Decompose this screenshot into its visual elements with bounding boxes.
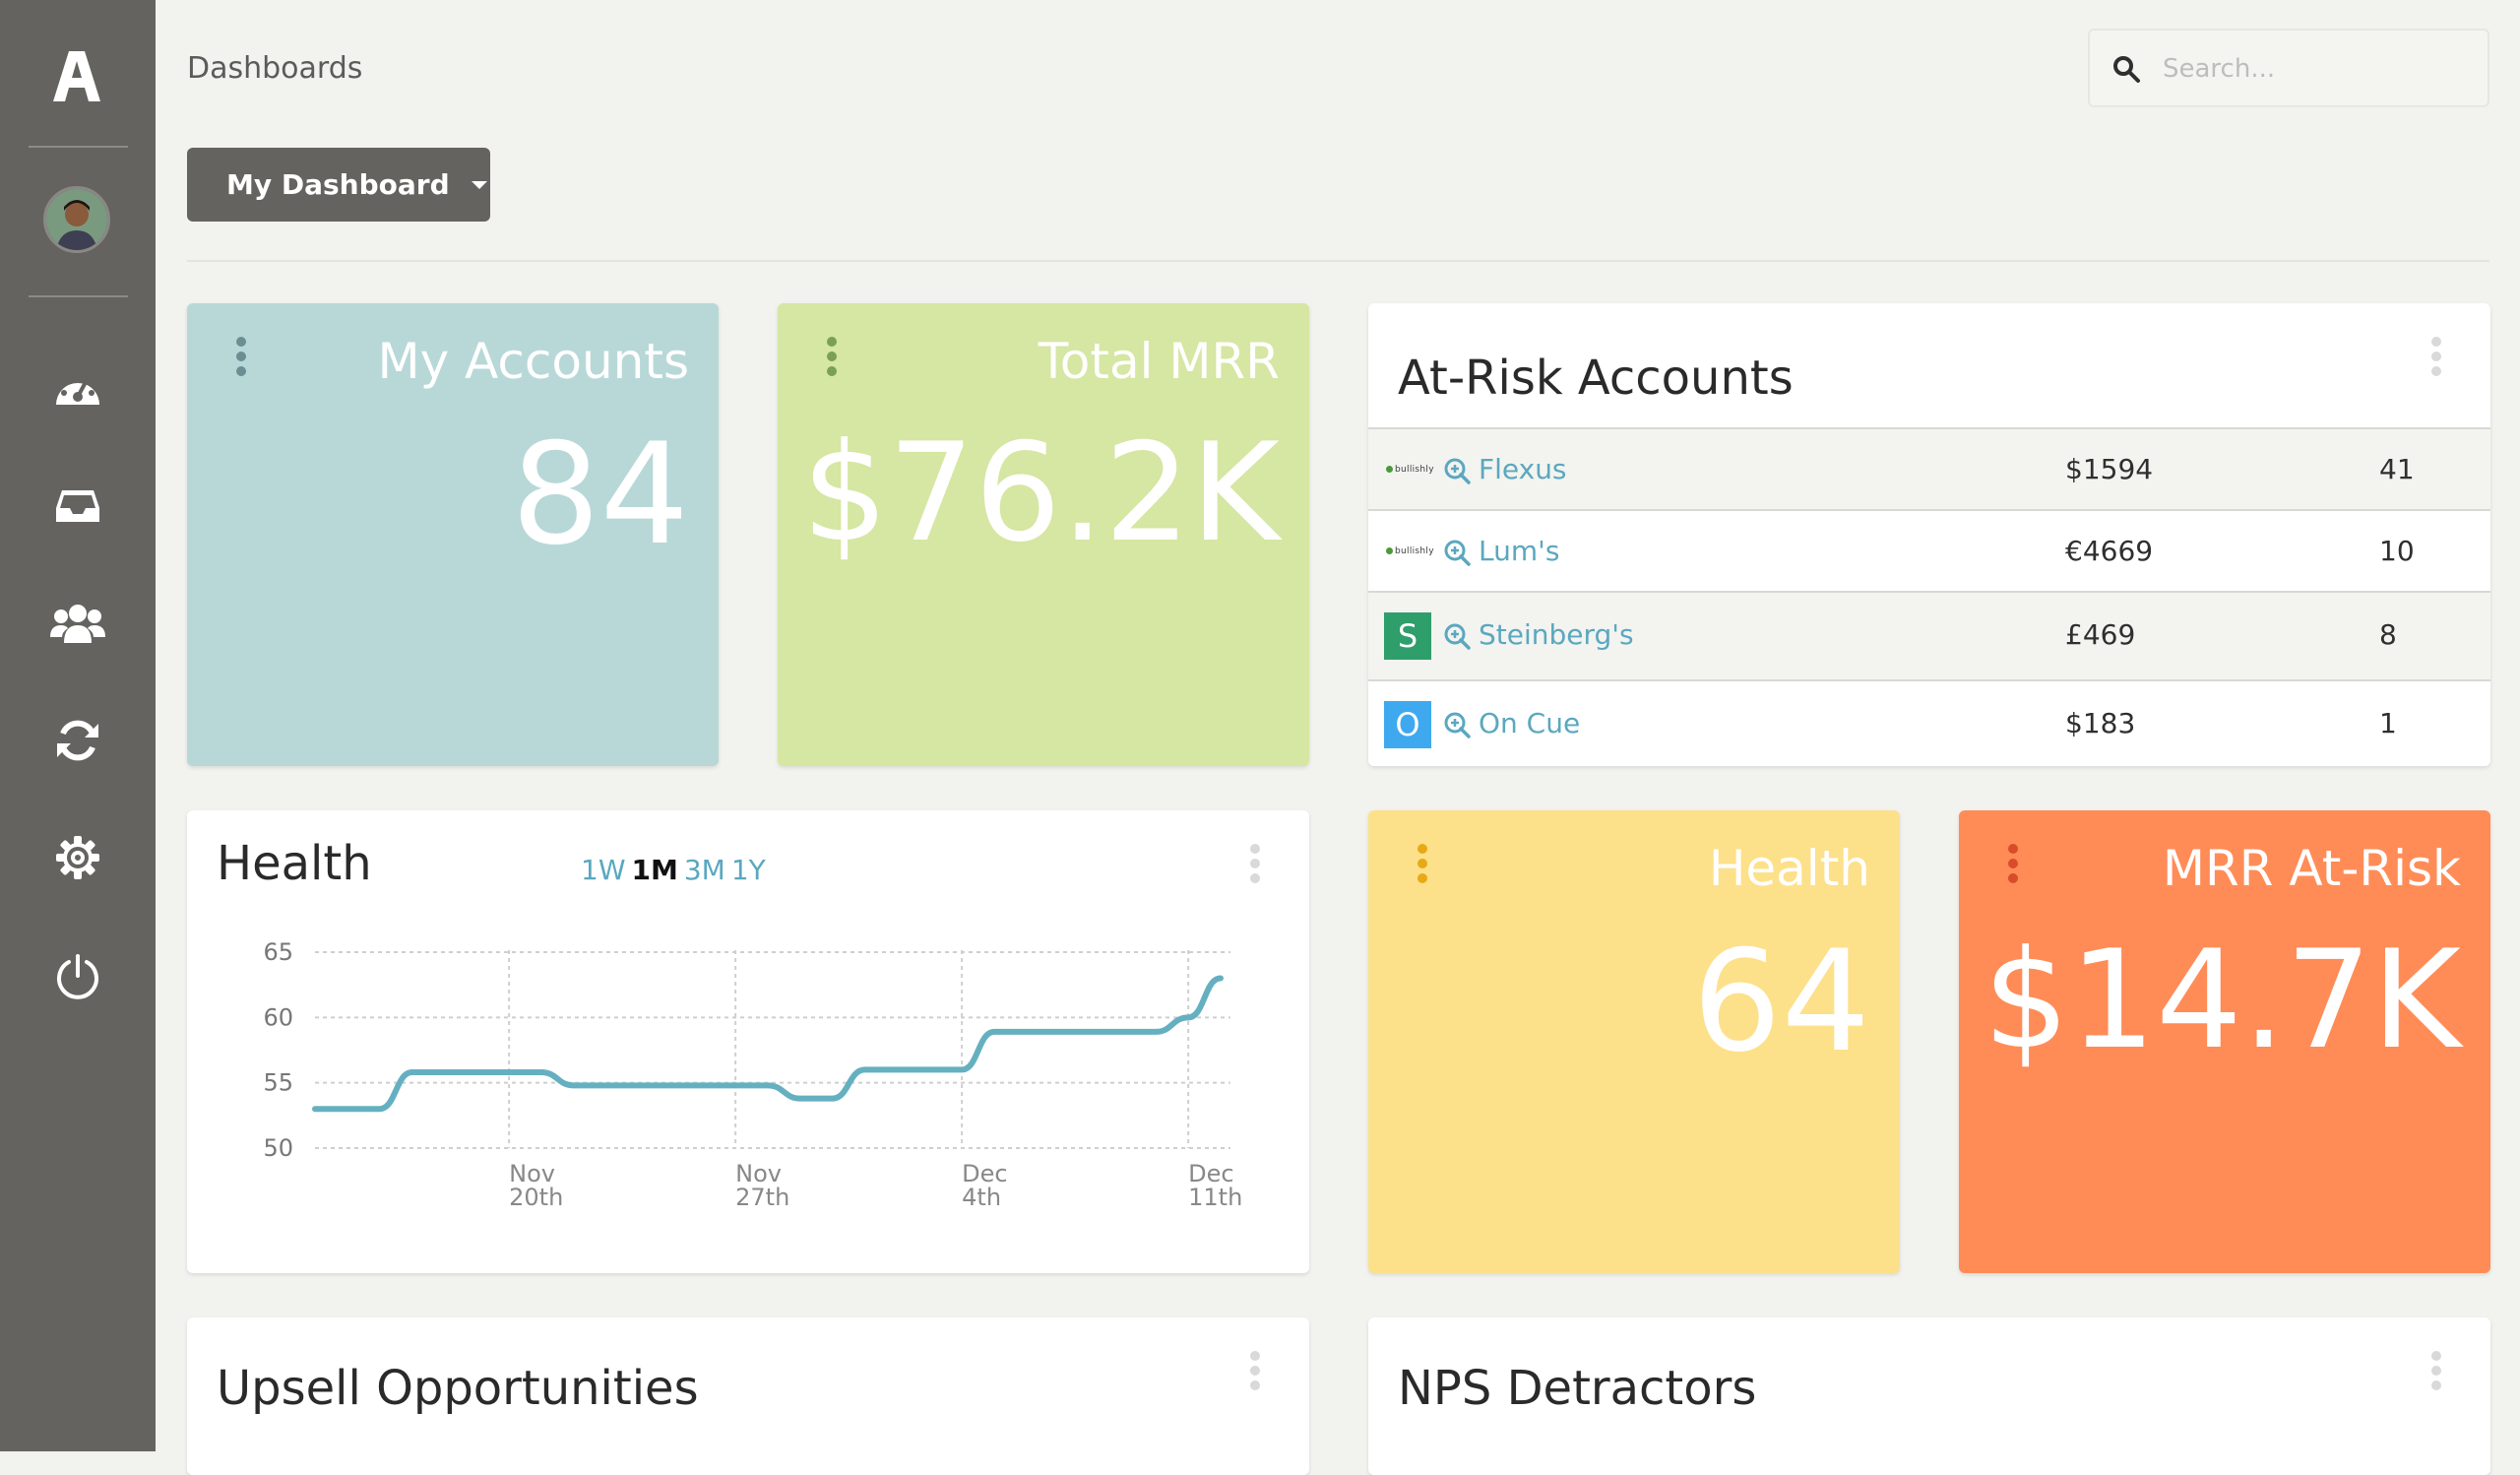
- zoom-icon[interactable]: [1443, 539, 1471, 573]
- breadcrumb[interactable]: Dashboards: [187, 51, 363, 86]
- health-score-card: Health 64: [1368, 810, 1900, 1273]
- range-tab-1y[interactable]: 1Y: [730, 854, 766, 886]
- kebab-menu-icon[interactable]: [1418, 844, 1427, 883]
- kebab-menu-icon[interactable]: [827, 337, 837, 376]
- x-tick-label: 27th: [735, 1184, 789, 1211]
- bullishly-logo: bullishly: [1386, 546, 1434, 556]
- search-icon: [2111, 54, 2141, 88]
- table-row[interactable]: O On Cue $183 1: [1368, 679, 2490, 766]
- account-name-link[interactable]: On Cue: [1479, 707, 1581, 739]
- total-mrr-card: Total MRR $76.2K: [778, 303, 1309, 766]
- kebab-menu-icon[interactable]: [1250, 1351, 1260, 1390]
- dashboard-select-label: My Dashboard: [226, 168, 450, 201]
- account-count: 10: [2379, 535, 2415, 567]
- gear-icon[interactable]: [47, 827, 108, 888]
- health-score-value: 64: [1692, 921, 1870, 1083]
- mrr-at-risk-value: $14.7K: [1983, 921, 2461, 1079]
- health-chart-card: Health 1W 1M 3M 1Y 50 55 60 65 Nov 20th Nov 27th De…: [187, 810, 1309, 1273]
- refresh-icon[interactable]: [47, 710, 108, 771]
- app-logo[interactable]: [47, 47, 106, 104]
- account-logo: O: [1384, 701, 1431, 748]
- at-risk-title: At-Risk Accounts: [1398, 351, 1794, 406]
- account-count: 8: [2379, 618, 2397, 651]
- table-row[interactable]: bullishly Lum's €4669 10: [1368, 509, 2490, 591]
- users-icon[interactable]: [47, 593, 108, 654]
- x-tick-label: Dec: [1188, 1160, 1233, 1187]
- search-box[interactable]: [2088, 29, 2489, 107]
- x-tick-label: Nov: [735, 1160, 782, 1187]
- account-amount: $183: [2065, 707, 2136, 739]
- range-tab-1w[interactable]: 1W: [581, 854, 626, 886]
- zoom-icon[interactable]: [1443, 457, 1471, 491]
- y-tick-label: 55: [263, 1069, 293, 1097]
- kebab-menu-icon[interactable]: [1250, 844, 1260, 883]
- power-icon[interactable]: [47, 945, 108, 1006]
- inbox-icon[interactable]: [47, 476, 108, 537]
- upsell-card: Upsell Opportunities: [187, 1317, 1309, 1475]
- sidebar-divider: [29, 146, 128, 148]
- at-risk-accounts-card: At-Risk Accounts bullishly Flexus $1594 …: [1368, 303, 2490, 766]
- my-accounts-card: My Accounts 84: [187, 303, 719, 766]
- x-tick-label: 20th: [509, 1184, 563, 1211]
- y-tick-label: 50: [263, 1134, 293, 1162]
- y-tick-label: 65: [263, 938, 293, 966]
- bullishly-logo: bullishly: [1386, 465, 1434, 475]
- account-name-link[interactable]: Steinberg's: [1479, 618, 1634, 651]
- health-score-title: Health: [1708, 840, 1870, 897]
- account-amount: $1594: [2065, 453, 2154, 485]
- account-amount: €4669: [2065, 535, 2154, 567]
- x-tick-label: 4th: [962, 1184, 1001, 1211]
- x-tick-label: 11th: [1188, 1184, 1242, 1211]
- zoom-icon[interactable]: [1443, 711, 1471, 745]
- kebab-menu-icon[interactable]: [2431, 337, 2441, 376]
- health-chart-title: Health: [217, 836, 372, 891]
- sidebar: [0, 0, 156, 1451]
- mrr-at-risk-card: MRR At-Risk $14.7K: [1959, 810, 2490, 1273]
- kebab-menu-icon[interactable]: [2008, 844, 2018, 883]
- zoom-icon[interactable]: [1443, 622, 1471, 657]
- account-name-link[interactable]: Flexus: [1479, 453, 1567, 485]
- dashboard-select-button[interactable]: My Dashboard: [187, 148, 490, 222]
- kebab-menu-icon[interactable]: [2431, 1351, 2441, 1390]
- nps-title: NPS Detractors: [1398, 1361, 1757, 1416]
- sidebar-divider: [29, 295, 128, 297]
- x-tick-label: Nov: [509, 1160, 555, 1187]
- table-row[interactable]: bullishly Flexus $1594 41: [1368, 427, 2490, 509]
- x-tick-label: Dec: [962, 1160, 1007, 1187]
- avatar[interactable]: [43, 186, 110, 253]
- account-amount: £469: [2065, 618, 2136, 651]
- range-tab-3m[interactable]: 3M: [683, 854, 725, 886]
- search-input[interactable]: [2161, 46, 2470, 92]
- total-mrr-value: $76.2K: [801, 414, 1280, 572]
- account-count: 1: [2379, 707, 2397, 739]
- my-accounts-value: 84: [511, 414, 689, 576]
- my-accounts-title: My Accounts: [377, 333, 689, 390]
- account-count: 41: [2379, 453, 2415, 485]
- caret-down-icon: [471, 180, 487, 189]
- y-tick-label: 60: [263, 1003, 293, 1031]
- dashboard-icon[interactable]: [47, 358, 108, 419]
- kebab-menu-icon[interactable]: [236, 337, 246, 376]
- total-mrr-title: Total MRR: [1038, 333, 1280, 390]
- range-tabs: 1W 1M 3M 1Y: [581, 854, 772, 886]
- account-name-link[interactable]: Lum's: [1479, 535, 1560, 567]
- range-tab-1m[interactable]: 1M: [631, 854, 678, 886]
- mrr-at-risk-title: MRR At-Risk: [2162, 840, 2461, 897]
- account-logo: S: [1384, 612, 1431, 660]
- health-series-line: [312, 975, 1224, 1113]
- upsell-title: Upsell Opportunities: [217, 1361, 699, 1416]
- nps-card: NPS Detractors: [1368, 1317, 2490, 1475]
- header-divider: [187, 260, 2489, 262]
- table-row[interactable]: S Steinberg's £469 8: [1368, 591, 2490, 679]
